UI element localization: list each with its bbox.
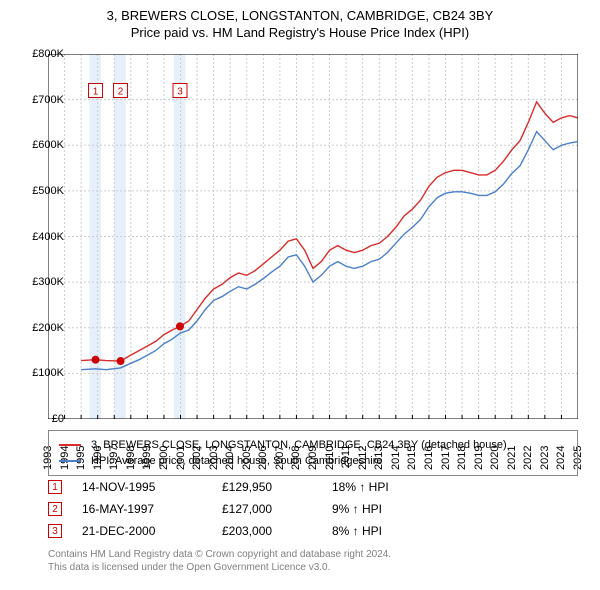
transaction-marker: 3 (48, 524, 62, 538)
legend-item: HPI: Average price, detached house, Sout… (59, 453, 567, 469)
y-axis-label: £200K (18, 322, 64, 334)
transaction-price: £203,000 (222, 524, 332, 538)
transaction-date: 16-MAY-1997 (82, 502, 222, 516)
y-axis-label: £600K (18, 139, 64, 151)
svg-text:1: 1 (93, 87, 99, 98)
legend-swatch (59, 460, 81, 462)
attribution-text: Contains HM Land Registry data © Crown c… (48, 548, 578, 574)
legend-item: 3, BREWERS CLOSE, LONGSTANTON, CAMBRIDGE… (59, 437, 567, 453)
y-axis-label: £800K (18, 48, 64, 60)
chart-legend: 3, BREWERS CLOSE, LONGSTANTON, CAMBRIDGE… (48, 430, 578, 476)
svg-text:2: 2 (118, 87, 124, 98)
transaction-table: 1 14-NOV-1995£129,95018% ↑ HPI 2 16-MAY-199… (48, 476, 578, 542)
legend-swatch (59, 444, 81, 446)
transaction-marker: 2 (48, 502, 62, 516)
transaction-marker: 1 (48, 480, 62, 494)
transaction-pct: 9% ↑ HPI (332, 502, 452, 516)
transaction-price: £129,950 (222, 480, 332, 494)
attribution-line1: Contains HM Land Registry data © Crown c… (48, 548, 578, 561)
y-axis-label: £400K (18, 231, 64, 243)
legend-label: HPI: Average price, detached house, Sout… (91, 453, 382, 470)
transaction-date: 14-NOV-1995 (82, 480, 222, 494)
transaction-row: 3 21-DEC-2000£203,0008% ↑ HPI (48, 520, 578, 542)
transaction-row: 2 16-MAY-1997£127,0009% ↑ HPI (48, 498, 578, 520)
svg-text:3: 3 (177, 87, 183, 98)
y-axis-label: £300K (18, 276, 64, 288)
y-axis-label: £100K (18, 367, 64, 379)
y-axis-label: £500K (18, 185, 64, 197)
legend-label: 3, BREWERS CLOSE, LONGSTANTON, CAMBRIDGE… (91, 437, 507, 454)
chart-title-subtitle: Price paid vs. HM Land Registry's House … (0, 25, 600, 40)
price-chart: 1 2 3 (48, 54, 578, 419)
transaction-pct: 8% ↑ HPI (332, 524, 452, 538)
transaction-price: £127,000 (222, 502, 332, 516)
transaction-date: 21-DEC-2000 (82, 524, 222, 538)
y-axis-label: £0 (18, 413, 64, 425)
chart-title-address: 3, BREWERS CLOSE, LONGSTANTON, CAMBRIDGE… (0, 8, 600, 23)
transaction-row: 1 14-NOV-1995£129,95018% ↑ HPI (48, 476, 578, 498)
chart-title-block: 3, BREWERS CLOSE, LONGSTANTON, CAMBRIDGE… (0, 0, 600, 40)
y-axis-label: £700K (18, 94, 64, 106)
transaction-pct: 18% ↑ HPI (332, 480, 452, 494)
attribution-line2: This data is licensed under the Open Gov… (48, 561, 578, 574)
